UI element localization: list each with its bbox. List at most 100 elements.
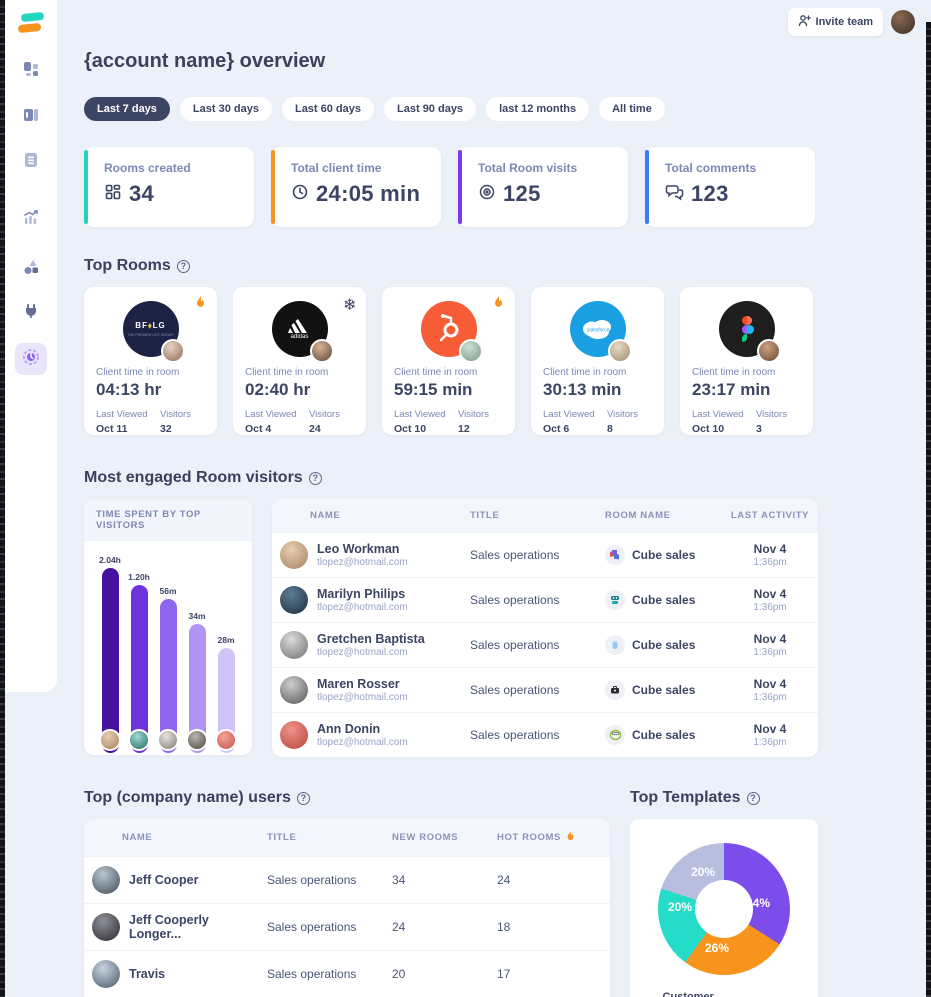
visitor-row[interactable]: Leo Workman tlopez@hotmail.com Sales oper… bbox=[272, 532, 818, 578]
room-card-adidas[interactable]: ❄ adidas Client time in room 02:40 hr La… bbox=[233, 287, 366, 435]
visitor-row[interactable]: Ann Donin tlopez@hotmail.com Sales operat… bbox=[272, 712, 818, 757]
fire-icon bbox=[565, 830, 576, 845]
bar[interactable] bbox=[128, 584, 150, 753]
user-title: Sales operations bbox=[259, 903, 384, 951]
user-row[interactable]: Jeff Cooperly Longer... Sales operations… bbox=[84, 903, 610, 951]
visitor-avatar bbox=[157, 729, 179, 751]
sidebar-item-integrations[interactable] bbox=[15, 297, 47, 329]
room-card-figma[interactable]: Client time in room 23:17 min Last Viewe… bbox=[680, 287, 813, 435]
app-logo[interactable] bbox=[17, 11, 45, 35]
help-icon[interactable]: ? bbox=[296, 791, 310, 805]
activity-date: Nov 4 bbox=[753, 542, 787, 556]
avatar bbox=[92, 960, 120, 988]
snowflake-icon: ❄ bbox=[343, 297, 357, 314]
last-viewed-value: Oct 6 bbox=[543, 423, 570, 435]
stat-label: Total comments bbox=[665, 161, 757, 175]
main-content: {account name} overview Last 7 days Last… bbox=[84, 0, 819, 997]
svg-text:salesforce: salesforce bbox=[586, 328, 609, 334]
plug-icon bbox=[22, 302, 40, 325]
filter-last-90-days[interactable]: Last 90 days bbox=[384, 97, 477, 121]
filter-all-time[interactable]: All time bbox=[599, 97, 665, 121]
visitors-label: Visitors bbox=[309, 409, 340, 420]
slice-label: 20% bbox=[691, 865, 716, 879]
invite-team-button[interactable]: Invite team bbox=[787, 8, 883, 36]
col-name: NAME bbox=[272, 499, 462, 533]
visitor-email: tlopez@hotmail.com bbox=[317, 692, 408, 703]
room-card-hubspot[interactable]: Client time in room 59:15 min Last Viewe… bbox=[382, 287, 515, 435]
activity-date: Nov 4 bbox=[753, 722, 787, 736]
top-rooms-row: BF⬧LG THE PREMIER LIFE GROUP Client time… bbox=[84, 287, 819, 435]
sidebar-item-analytics[interactable] bbox=[15, 203, 47, 235]
sidebar-item-assets[interactable] bbox=[15, 253, 47, 285]
user-name: Jeff Cooperly Longer... bbox=[129, 913, 209, 941]
help-icon[interactable]: ? bbox=[308, 471, 322, 485]
sidebar-item-checklist[interactable] bbox=[15, 146, 47, 178]
activity-time: 1:36pm bbox=[753, 557, 787, 568]
stat-total-room-visits: Total Room visits 125 bbox=[458, 147, 628, 227]
room-time-value: 30:13 min bbox=[543, 380, 622, 399]
visitor-name: Ann Donin bbox=[317, 722, 381, 736]
top-users-table: NAME TITLE NEW ROOMS HOT ROOMS Jeff Coop… bbox=[84, 819, 610, 997]
room-cylinder-icon bbox=[605, 635, 625, 655]
avatar bbox=[280, 586, 308, 614]
user-avatar[interactable] bbox=[891, 10, 915, 34]
user-name: Jeff Cooper bbox=[129, 873, 199, 887]
room-time-value: 23:17 min bbox=[692, 380, 771, 399]
templates-card: 34% 26% 20% 20% Customer Onboarding 34% bbox=[630, 819, 818, 997]
user-title: Sales operations bbox=[259, 950, 384, 997]
bar[interactable] bbox=[186, 624, 208, 753]
rooms-icon bbox=[22, 106, 40, 129]
room-card-salesforce[interactable]: salesforce Client time in room 30:13 min… bbox=[531, 287, 664, 435]
visitors-label: Visitors bbox=[756, 409, 787, 420]
sidebar-item-insights[interactable] bbox=[15, 343, 47, 375]
avatar bbox=[280, 676, 308, 704]
activity-date: Nov 4 bbox=[753, 677, 787, 691]
clock-icon bbox=[291, 183, 309, 206]
top-rooms-section: Top Rooms ? BF⬧LG THE PREMIER LIFE GROUP… bbox=[84, 257, 819, 435]
filter-last-60-days[interactable]: Last 60 days bbox=[281, 97, 375, 121]
bar[interactable] bbox=[215, 648, 237, 753]
visitors-section: Most engaged Room visitors ? TIME SPENT … bbox=[84, 469, 819, 757]
topbar-actions: Invite team bbox=[735, 8, 915, 36]
room-card-bfslg[interactable]: BF⬧LG THE PREMIER LIFE GROUP Client time… bbox=[84, 287, 217, 435]
visitor-avatar bbox=[128, 729, 150, 751]
visitors-label: Visitors bbox=[607, 409, 638, 420]
stat-accent-bar bbox=[84, 150, 88, 224]
bar[interactable] bbox=[157, 598, 179, 753]
visitor-avatar bbox=[215, 729, 237, 751]
bar[interactable] bbox=[99, 568, 121, 753]
help-icon[interactable]: ? bbox=[746, 791, 760, 805]
fire-icon bbox=[194, 295, 208, 309]
visitor-row[interactable]: Maren Rosser tlopez@hotmail.com Sales ope… bbox=[272, 667, 818, 713]
legend-item[interactable]: Customer Onboarding 34% bbox=[644, 991, 804, 997]
sidebar-item-rooms[interactable] bbox=[15, 101, 47, 133]
visitor-name: Leo Workman bbox=[317, 542, 400, 556]
stat-accent-bar bbox=[458, 150, 462, 224]
filter-last-30-days[interactable]: Last 30 days bbox=[179, 97, 272, 121]
visitors-value: 3 bbox=[756, 423, 762, 435]
visitor-row[interactable]: Gretchen Baptista tlopez@hotmail.com Sale… bbox=[272, 622, 818, 668]
last-viewed-label: Last Viewed bbox=[543, 409, 595, 420]
bar-value-label: 2.04h bbox=[99, 555, 121, 565]
visitors-value: 24 bbox=[309, 423, 321, 435]
last-viewed-label: Last Viewed bbox=[394, 409, 446, 420]
user-title: Sales operations bbox=[259, 856, 384, 904]
filter-last-12-months[interactable]: last 12 months bbox=[486, 97, 590, 121]
room-time-value: 04:13 hr bbox=[96, 380, 162, 399]
filter-last-7-days[interactable]: Last 7 days bbox=[84, 97, 170, 121]
donut-hole bbox=[695, 880, 753, 938]
last-viewed-value: Oct 4 bbox=[245, 423, 272, 435]
visitor-row[interactable]: Marilyn Philips tlopez@hotmail.com Sales … bbox=[272, 577, 818, 623]
last-viewed-value: Oct 10 bbox=[394, 423, 427, 435]
last-viewed-label: Last Viewed bbox=[96, 409, 148, 420]
help-icon[interactable]: ? bbox=[176, 259, 190, 273]
sidebar-item-dashboard[interactable] bbox=[15, 55, 47, 87]
assets-icon bbox=[22, 258, 40, 281]
user-row[interactable]: Travis Sales operations 20 17 bbox=[84, 950, 610, 997]
user-row[interactable]: Jeff Cooper Sales operations 34 24 bbox=[84, 856, 610, 904]
grid-icon bbox=[104, 183, 122, 206]
last-viewed-value: Oct 10 bbox=[692, 423, 725, 435]
visitor-name: Marilyn Philips bbox=[317, 587, 406, 601]
new-rooms-count: 34 bbox=[384, 856, 489, 904]
